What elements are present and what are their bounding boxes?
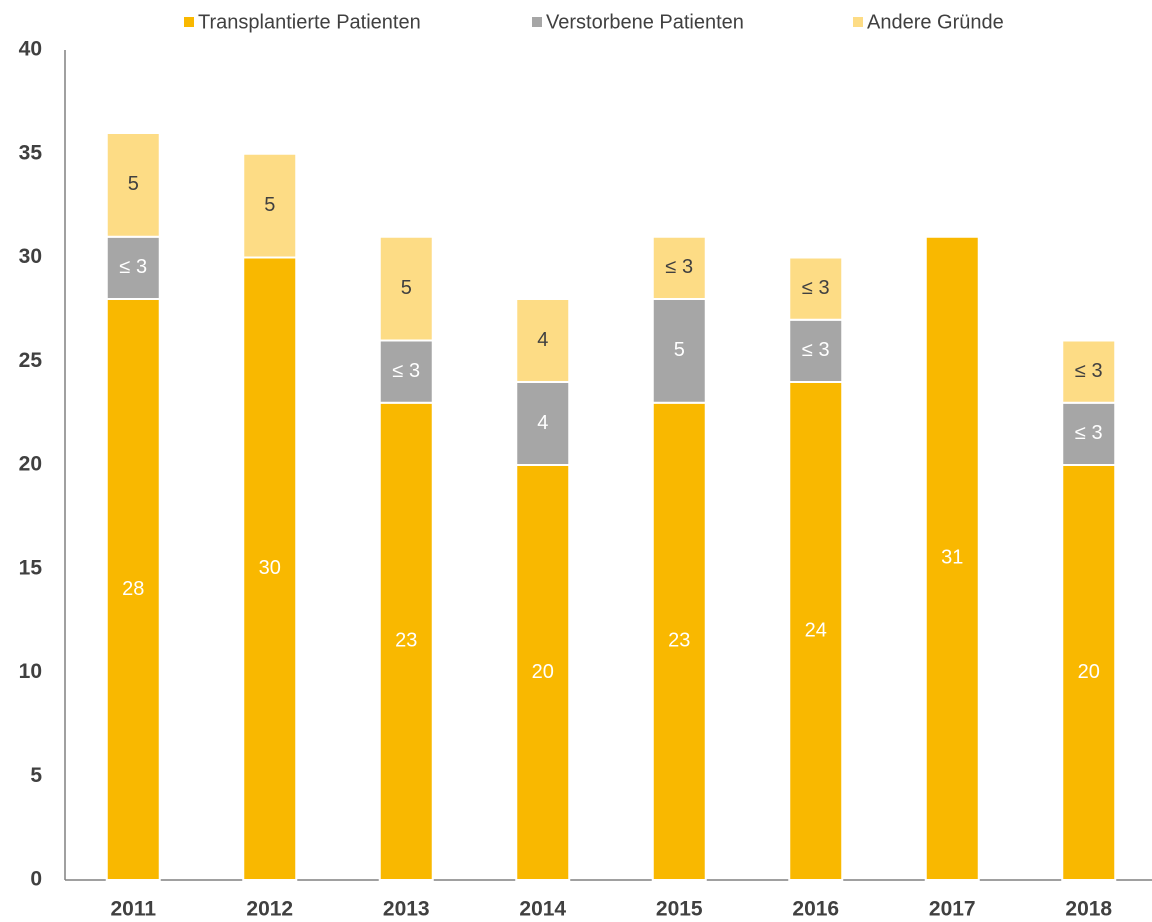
data-label: 24 <box>805 619 827 641</box>
legend-label: Transplantierte Patienten <box>198 11 421 33</box>
bar-segment <box>788 318 844 383</box>
data-label: 20 <box>1078 661 1100 683</box>
data-label: 5 <box>674 339 685 361</box>
data-label: 23 <box>395 630 417 652</box>
bar-segment <box>788 256 844 321</box>
bar-segment <box>242 152 298 259</box>
data-label: 4 <box>537 329 548 351</box>
bar-segment <box>242 256 298 881</box>
y-tick-label: 30 <box>19 245 42 268</box>
x-tick-label: 2014 <box>519 898 566 921</box>
y-tick-label: 40 <box>19 38 42 61</box>
legend-swatch <box>184 17 194 27</box>
legend-swatch <box>853 17 863 27</box>
bar-segment <box>1061 464 1117 881</box>
bar-segment <box>105 132 161 238</box>
data-label: ≤ 3 <box>802 339 830 361</box>
y-tick-label: 15 <box>19 556 43 579</box>
data-label: 5 <box>128 173 139 195</box>
bar-segment <box>651 298 707 404</box>
data-label: ≤ 3 <box>665 256 693 278</box>
bar-segment <box>1061 339 1117 404</box>
bar-segment <box>924 235 980 881</box>
legend-swatch <box>532 17 542 27</box>
y-tick-label: 5 <box>30 764 42 787</box>
y-tick-label: 20 <box>19 453 42 476</box>
bar-segment <box>105 298 161 881</box>
data-label: 31 <box>941 547 963 569</box>
data-label: 23 <box>668 630 690 652</box>
x-tick-label: 2011 <box>110 898 156 921</box>
y-tick-label: 25 <box>19 349 43 372</box>
y-tick-label: 10 <box>19 660 42 683</box>
bar-segment <box>1061 401 1117 466</box>
bar-segment <box>378 235 434 342</box>
data-label: ≤ 3 <box>392 360 420 382</box>
data-label: 4 <box>537 412 548 434</box>
x-tick-label: 2015 <box>656 898 703 921</box>
data-label: 5 <box>401 277 412 299</box>
data-label: 30 <box>259 557 281 579</box>
data-label: ≤ 3 <box>802 277 830 299</box>
data-label: 5 <box>264 194 275 216</box>
bar-segment <box>788 381 844 881</box>
bar-segment <box>378 339 434 404</box>
bar-segment <box>515 464 571 881</box>
x-tick-label: 2016 <box>792 898 839 921</box>
x-tick-label: 2018 <box>1065 898 1112 921</box>
x-tick-label: 2012 <box>246 898 293 921</box>
data-label: 28 <box>122 578 144 600</box>
data-label: ≤ 3 <box>119 256 147 278</box>
y-tick-label: 0 <box>30 868 42 891</box>
bar-segment <box>378 401 434 881</box>
bar-segment <box>651 235 707 300</box>
bar-segment <box>651 401 707 881</box>
legend-label: Verstorbene Patienten <box>546 11 744 33</box>
x-tick-label: 2013 <box>383 898 430 921</box>
data-label: ≤ 3 <box>1075 360 1103 382</box>
bar-segment <box>515 298 571 383</box>
data-label: ≤ 3 <box>1075 422 1103 444</box>
y-tick-label: 35 <box>19 141 43 164</box>
x-tick-label: 2017 <box>929 898 976 921</box>
legend-label: Andere Gründe <box>867 11 1004 33</box>
data-label: 20 <box>532 661 554 683</box>
